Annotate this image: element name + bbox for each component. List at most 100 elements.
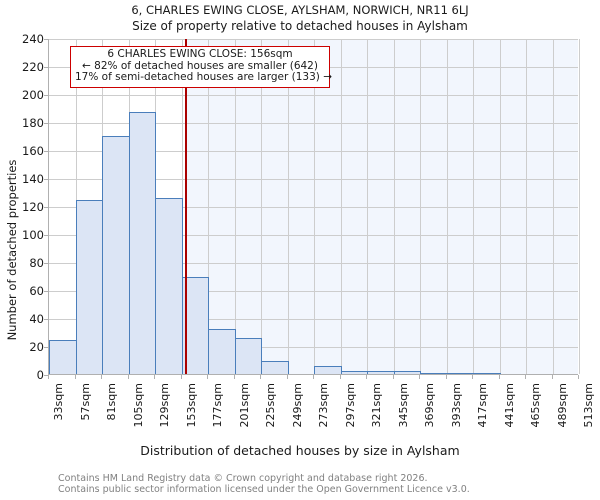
gridline-horizontal (49, 319, 578, 320)
y-axis-tick-mark (44, 151, 48, 152)
y-axis-tick-label: 240 (22, 32, 44, 46)
y-axis-tick-label: 20 (29, 340, 44, 354)
histogram-bar (314, 365, 342, 374)
x-axis-tick-mark (499, 375, 500, 379)
x-axis-tick-mark (578, 375, 579, 379)
chart-title-block: 6, CHARLES EWING CLOSE, AYLSHAM, NORWICH… (0, 3, 600, 34)
y-axis-tick-mark (44, 39, 48, 40)
y-axis-tick-label: 200 (22, 88, 44, 102)
x-axis-tick-label: 201sqm (237, 383, 251, 428)
histogram-bar (49, 340, 77, 374)
histogram-bar (102, 136, 130, 374)
x-axis-tick-label: 81sqm (105, 383, 118, 421)
gridline-horizontal (49, 291, 578, 292)
x-axis-tick-mark (181, 375, 182, 379)
x-axis-tick-mark (446, 375, 447, 379)
histogram-bar (261, 361, 289, 374)
gridline-vertical (447, 39, 448, 374)
x-axis-tick-label: 105sqm (131, 383, 145, 428)
x-axis-tick-label: 393sqm (449, 383, 463, 428)
gridline-vertical (394, 39, 395, 374)
y-axis-tick-mark (44, 95, 48, 96)
x-axis-tick-label: 321sqm (370, 383, 383, 428)
y-axis-tick-mark (44, 291, 48, 292)
x-axis-tick-mark (419, 375, 420, 379)
gridline-vertical (288, 39, 289, 374)
gridline-vertical (420, 39, 421, 374)
y-axis-tick-label: 100 (22, 228, 44, 242)
histogram-bar (394, 371, 421, 374)
gridline-vertical (500, 39, 501, 374)
y-axis-tick-mark (44, 263, 48, 264)
x-axis-tick-label: 297sqm (343, 383, 357, 428)
x-axis-tick-label: 129sqm (158, 383, 171, 428)
larger-than-region-shading (184, 39, 578, 374)
x-axis-tick-label: 33sqm (52, 383, 65, 421)
histogram-bar (129, 112, 156, 374)
x-axis-tick-label: 489sqm (555, 383, 569, 428)
y-axis-tick-mark (44, 179, 48, 180)
chart-subtitle: Size of property relative to detached ho… (132, 19, 468, 33)
property-annotation-box: 6 CHARLES EWING CLOSE: 156sqm ← 82% of d… (70, 46, 332, 88)
y-axis-tick-mark (44, 235, 48, 236)
y-axis-tick-mark (44, 207, 48, 208)
footer-attribution: Contains HM Land Registry data © Crown c… (58, 473, 578, 495)
y-axis-tick-mark (44, 347, 48, 348)
x-axis-tick-label: 225sqm (264, 383, 277, 428)
annotation-line-3: 17% of semi-detached houses are larger (… (75, 71, 332, 84)
histogram-bar (76, 200, 103, 374)
gridline-vertical (235, 39, 236, 374)
gridline-horizontal (49, 207, 578, 208)
y-axis-tick-label: 120 (22, 200, 44, 214)
x-axis-tick-label: 249sqm (290, 383, 304, 428)
page-title: 6, CHARLES EWING CLOSE, AYLSHAM, NORWICH… (131, 3, 469, 17)
gridline-vertical (341, 39, 342, 374)
x-axis-tick-label: 177sqm (211, 383, 224, 428)
x-axis-tick-mark (552, 375, 553, 379)
histogram-bar (473, 372, 501, 374)
histogram-bar (447, 372, 474, 374)
annotation-line-2: ← 82% of detached houses are smaller (64… (82, 59, 318, 72)
gridline-vertical (261, 39, 262, 374)
gridline-horizontal (49, 347, 578, 348)
x-axis-tick-mark (393, 375, 394, 379)
x-axis-tick-mark (313, 375, 314, 379)
histogram-bar (235, 337, 262, 374)
gridline-vertical (553, 39, 554, 374)
y-axis-tick-label: 140 (22, 172, 44, 186)
x-axis-tick-label: 153sqm (184, 383, 198, 428)
x-axis-tick-label: 441sqm (502, 383, 516, 428)
y-axis-tick-mark (44, 67, 48, 68)
plot-area (48, 39, 580, 375)
x-axis-ticks: 33sqm 57sqm 81sqm 105sqm 129sqm 153sqm 177sqm 2… (0, 375, 600, 439)
gridline-vertical (314, 39, 315, 374)
x-axis-tick-label: 369sqm (423, 383, 436, 428)
gridline-horizontal (49, 235, 578, 236)
gridline-vertical (526, 39, 527, 374)
footer-line-1: Contains HM Land Registry data © Crown c… (58, 473, 428, 484)
x-axis-tick-label: 417sqm (476, 383, 489, 428)
histogram-bar (155, 197, 183, 374)
y-axis-tick-mark (44, 123, 48, 124)
x-axis-tick-mark (75, 375, 76, 379)
x-axis-tick-label: 57sqm (78, 383, 92, 421)
x-axis-tick-mark (260, 375, 261, 379)
x-axis-tick-label: 465sqm (529, 383, 542, 428)
histogram-bar (208, 329, 236, 374)
histogram-bar (341, 371, 368, 374)
y-axis-tick-mark (44, 319, 48, 320)
histogram-bar (420, 372, 448, 374)
x-axis-tick-mark (340, 375, 341, 379)
x-axis-tick-label: 345sqm (396, 383, 410, 428)
gridline-horizontal (49, 179, 578, 180)
gridline-horizontal (49, 95, 578, 96)
y-axis-tick-label: 60 (29, 284, 44, 298)
y-axis-tick-label: 160 (22, 144, 44, 158)
gridline-horizontal (49, 123, 578, 124)
gridline-vertical (579, 39, 580, 374)
x-axis-tick-mark (287, 375, 288, 379)
x-axis-label: Distribution of detached houses by size … (140, 443, 460, 458)
gridline-horizontal (49, 39, 578, 40)
y-axis-tick-label: 40 (29, 312, 44, 326)
